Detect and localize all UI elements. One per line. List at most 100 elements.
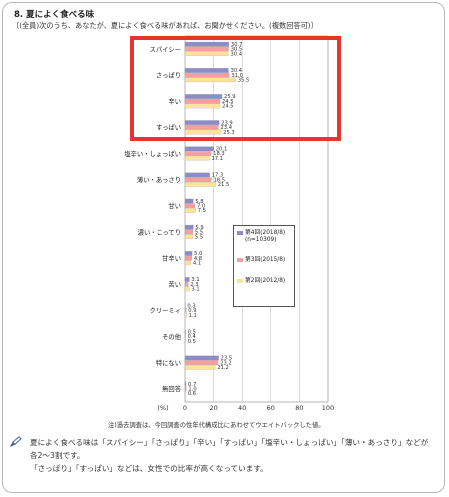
- value-label: 0.4: [188, 334, 197, 340]
- bar: [184, 381, 187, 387]
- value-label: 18.3: [213, 151, 225, 157]
- value-label: 0.5: [188, 339, 196, 345]
- value-label: 21.2: [217, 365, 229, 371]
- bar: [184, 51, 229, 56]
- bar: [184, 386, 187, 392]
- bar: [184, 312, 187, 318]
- bar: [184, 155, 210, 161]
- legend-swatch-4th: [237, 231, 243, 235]
- category-label: その他: [162, 332, 182, 341]
- bar: [184, 255, 192, 261]
- plot-area: [184, 35, 329, 403]
- value-label: 1.1: [189, 313, 197, 319]
- value-label: 4.8: [194, 256, 202, 262]
- bar: [184, 355, 219, 361]
- category-label: 無回答: [162, 384, 182, 393]
- pencil-icon: [10, 436, 22, 447]
- value-label: 23.4: [220, 125, 232, 131]
- bar: [184, 46, 229, 52]
- bar: [184, 260, 191, 266]
- value-label: 0.9: [188, 308, 196, 314]
- value-label: 5.9: [195, 225, 203, 231]
- bar: [184, 277, 190, 282]
- bar: [184, 125, 219, 130]
- bar: [184, 286, 190, 292]
- category-label: クリーミィ: [150, 307, 181, 315]
- bar: [184, 68, 229, 73]
- value-label: 35.5: [238, 77, 250, 83]
- value-label: 25.3: [223, 130, 235, 136]
- bar: [184, 251, 193, 256]
- legend-item-3rd: 第3回(2015/8): [237, 257, 291, 264]
- value-label: 17.3: [212, 173, 224, 179]
- legend-label-n: (n=10309): [245, 236, 277, 243]
- value-label: 5.5: [195, 230, 203, 236]
- category-label: 薄い・あっさり: [137, 175, 181, 184]
- question-text: 〔(全員)次のうち、あなたが、夏によく食べる味があれば、お聞かせください。(複数…: [12, 21, 318, 30]
- bar: [184, 72, 230, 78]
- bar: [184, 41, 230, 47]
- x-tick-label: 0: [183, 404, 187, 412]
- value-label: 20.1: [216, 146, 228, 152]
- x-tick-label: 20: [209, 404, 217, 412]
- bar: [184, 182, 216, 187]
- x-tick-label: 80: [295, 404, 303, 412]
- bar: [184, 308, 187, 313]
- bar: [184, 391, 186, 396]
- bar: [184, 224, 194, 230]
- summary-line-1: 夏によく食べる味は「スパイシー」「さっぱり」「辛い」「すっぱい」「塩辛い・しょっ…: [30, 438, 429, 460]
- category-label: すっぱい: [156, 124, 181, 132]
- category-label: さっぱり: [156, 71, 181, 79]
- category-label: 甘い: [168, 201, 181, 210]
- summary-box: 夏によく食べる味は「スパイシー」「さっぱり」「辛い」「すっぱい」「塩辛い・しょっ…: [10, 436, 430, 475]
- value-label: 5.0: [194, 251, 202, 257]
- bar: [184, 94, 223, 99]
- bar: [184, 229, 193, 235]
- bar: [184, 365, 216, 370]
- value-label: 30.4: [230, 51, 242, 57]
- bar: [184, 177, 212, 182]
- value-label: 2.3: [190, 282, 198, 288]
- value-label: 30.4: [230, 68, 242, 74]
- legend-item-4th: 第4回(2018/8) (n=10309): [237, 230, 291, 243]
- value-label: 0.5: [188, 329, 196, 335]
- legend-label-3rd: 第3回(2015/8): [245, 257, 286, 264]
- legend-swatch-2nd: [237, 278, 243, 283]
- value-label: 3.1: [191, 287, 199, 293]
- category-label: 塩辛い・しょっぱい: [124, 149, 181, 158]
- legend-item-2nd: 第2回(2012/8): [237, 278, 291, 285]
- value-label: 23.9: [221, 120, 233, 126]
- x-axis-unit: (%): [157, 404, 168, 412]
- bar: [184, 146, 214, 152]
- legend-label-4th: 第4回(2018/8): [245, 230, 286, 236]
- value-label: 4.1: [193, 260, 201, 266]
- x-tick-label: 60: [267, 404, 275, 412]
- category-label: 辛い: [168, 97, 181, 106]
- bar: [184, 281, 189, 287]
- x-tick-label: 100: [322, 404, 334, 412]
- figure-card: [2, 2, 445, 493]
- category-label: 濃い・こってり: [138, 227, 181, 236]
- value-label: 0.7: [188, 382, 196, 388]
- value-label: 25.9: [224, 94, 236, 100]
- bar: [184, 98, 221, 104]
- category-label: 苦い: [168, 280, 181, 289]
- bar: [184, 203, 196, 209]
- bar: [184, 208, 196, 213]
- value-label: 7.5: [198, 208, 206, 214]
- bar: [184, 129, 222, 135]
- value-label: 3.1: [191, 277, 199, 283]
- bar: [184, 77, 236, 83]
- category-label: 甘辛い: [162, 253, 181, 262]
- bar: [184, 198, 194, 204]
- bar: [184, 234, 193, 239]
- bar: [184, 172, 210, 178]
- value-label: 0.3: [187, 303, 195, 309]
- bar: [184, 338, 186, 344]
- bar: [184, 360, 219, 365]
- value-label: 5.5: [195, 234, 203, 240]
- value-label: 31.0: [231, 73, 243, 79]
- value-label: 21.5: [218, 182, 230, 188]
- value-label: 5.8: [195, 199, 203, 205]
